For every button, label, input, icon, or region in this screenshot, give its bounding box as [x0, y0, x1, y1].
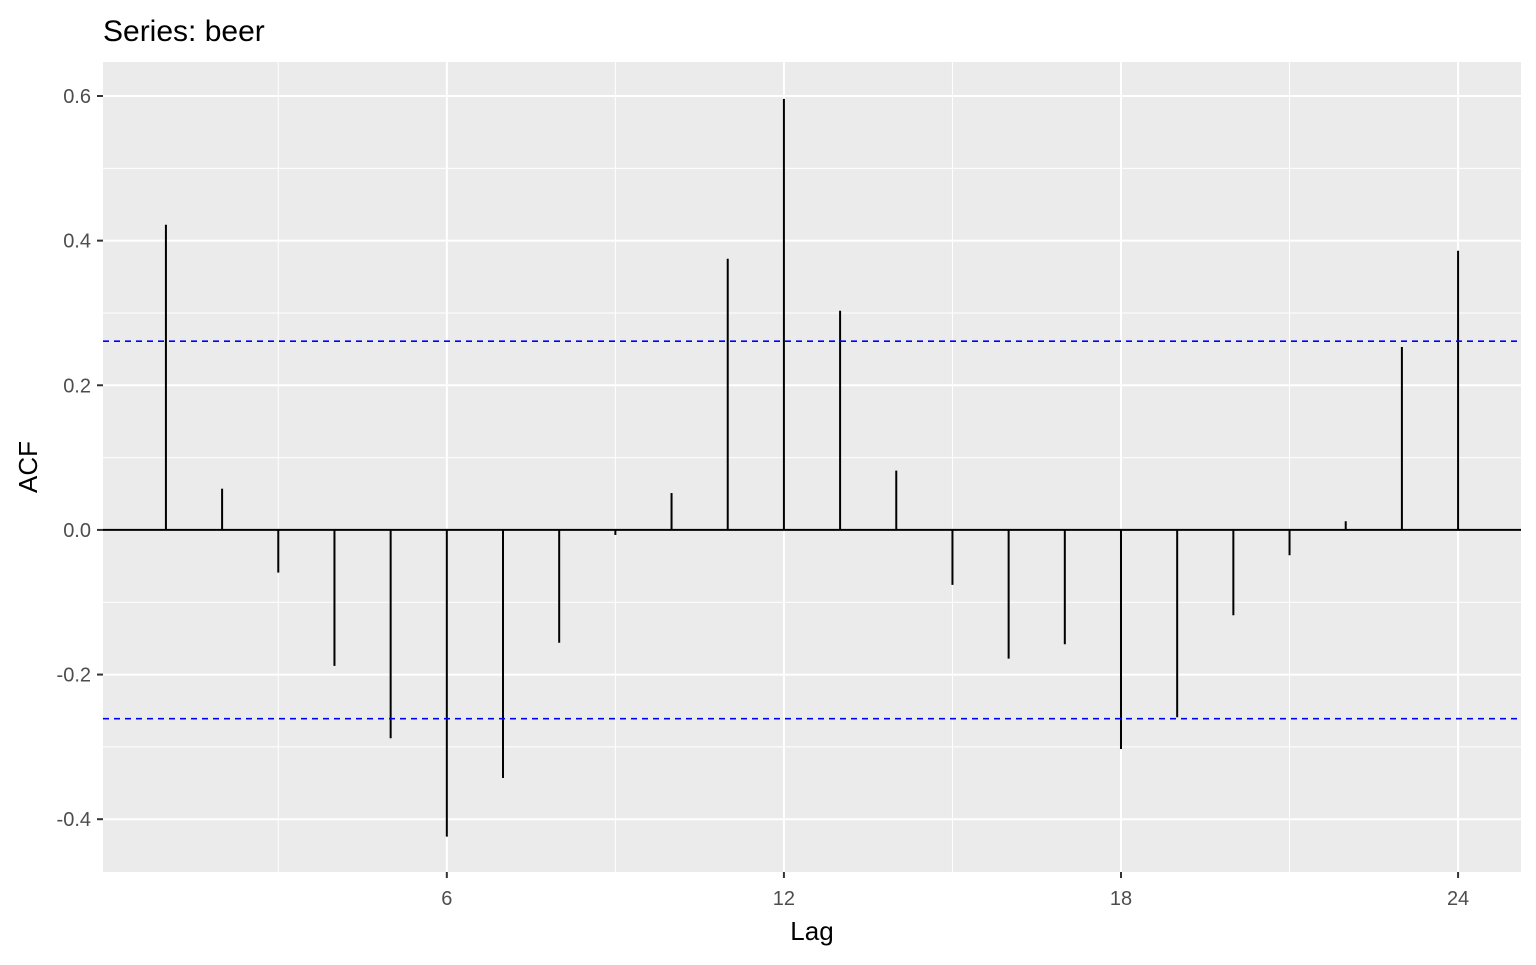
- x-tick-label: 6: [441, 888, 452, 910]
- y-tick-label: 0.0: [63, 520, 91, 542]
- y-tick-label: 0.2: [63, 375, 91, 397]
- x-tick-label: 12: [773, 888, 795, 910]
- x-tick-label: 18: [1110, 888, 1132, 910]
- y-tick-label: 0.6: [63, 86, 91, 108]
- y-axis: -0.4 -0.2 0.0 0.2 0.4 0.6: [57, 86, 103, 831]
- y-tick-label: -0.2: [57, 665, 91, 687]
- x-axis: 6 12 18 24: [441, 872, 1469, 910]
- x-tick-label: 24: [1447, 888, 1469, 910]
- acf-bars: [103, 98, 1521, 837]
- x-axis-label: Lag: [790, 916, 833, 946]
- chart-title: Series: beer: [103, 15, 265, 48]
- y-tick-label: -0.4: [57, 809, 91, 831]
- y-axis-label: ACF: [13, 441, 43, 493]
- plot-panel: [103, 62, 1521, 872]
- y-tick-label: 0.4: [63, 231, 91, 253]
